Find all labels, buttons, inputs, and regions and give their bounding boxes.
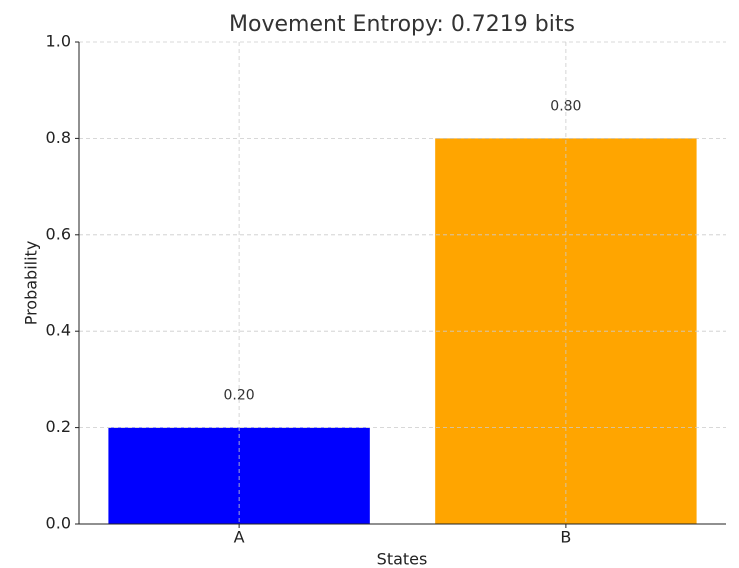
y-axis-label: Probability (22, 241, 41, 326)
y-tick-label: 0.8 (46, 128, 71, 147)
chart-title: Movement Entropy: 0.7219 bits (229, 12, 575, 37)
x-axis-label: States (377, 550, 428, 568)
y-tick-label: 0.6 (46, 224, 71, 243)
y-tick-label: 0.0 (46, 514, 71, 533)
y-tick-label: 0.2 (46, 417, 71, 436)
y-tick-label: 0.4 (46, 321, 71, 340)
y-tick-label: 1.0 (46, 32, 71, 51)
x-tick-label: A (234, 528, 245, 547)
x-tick-label: B (560, 528, 571, 547)
